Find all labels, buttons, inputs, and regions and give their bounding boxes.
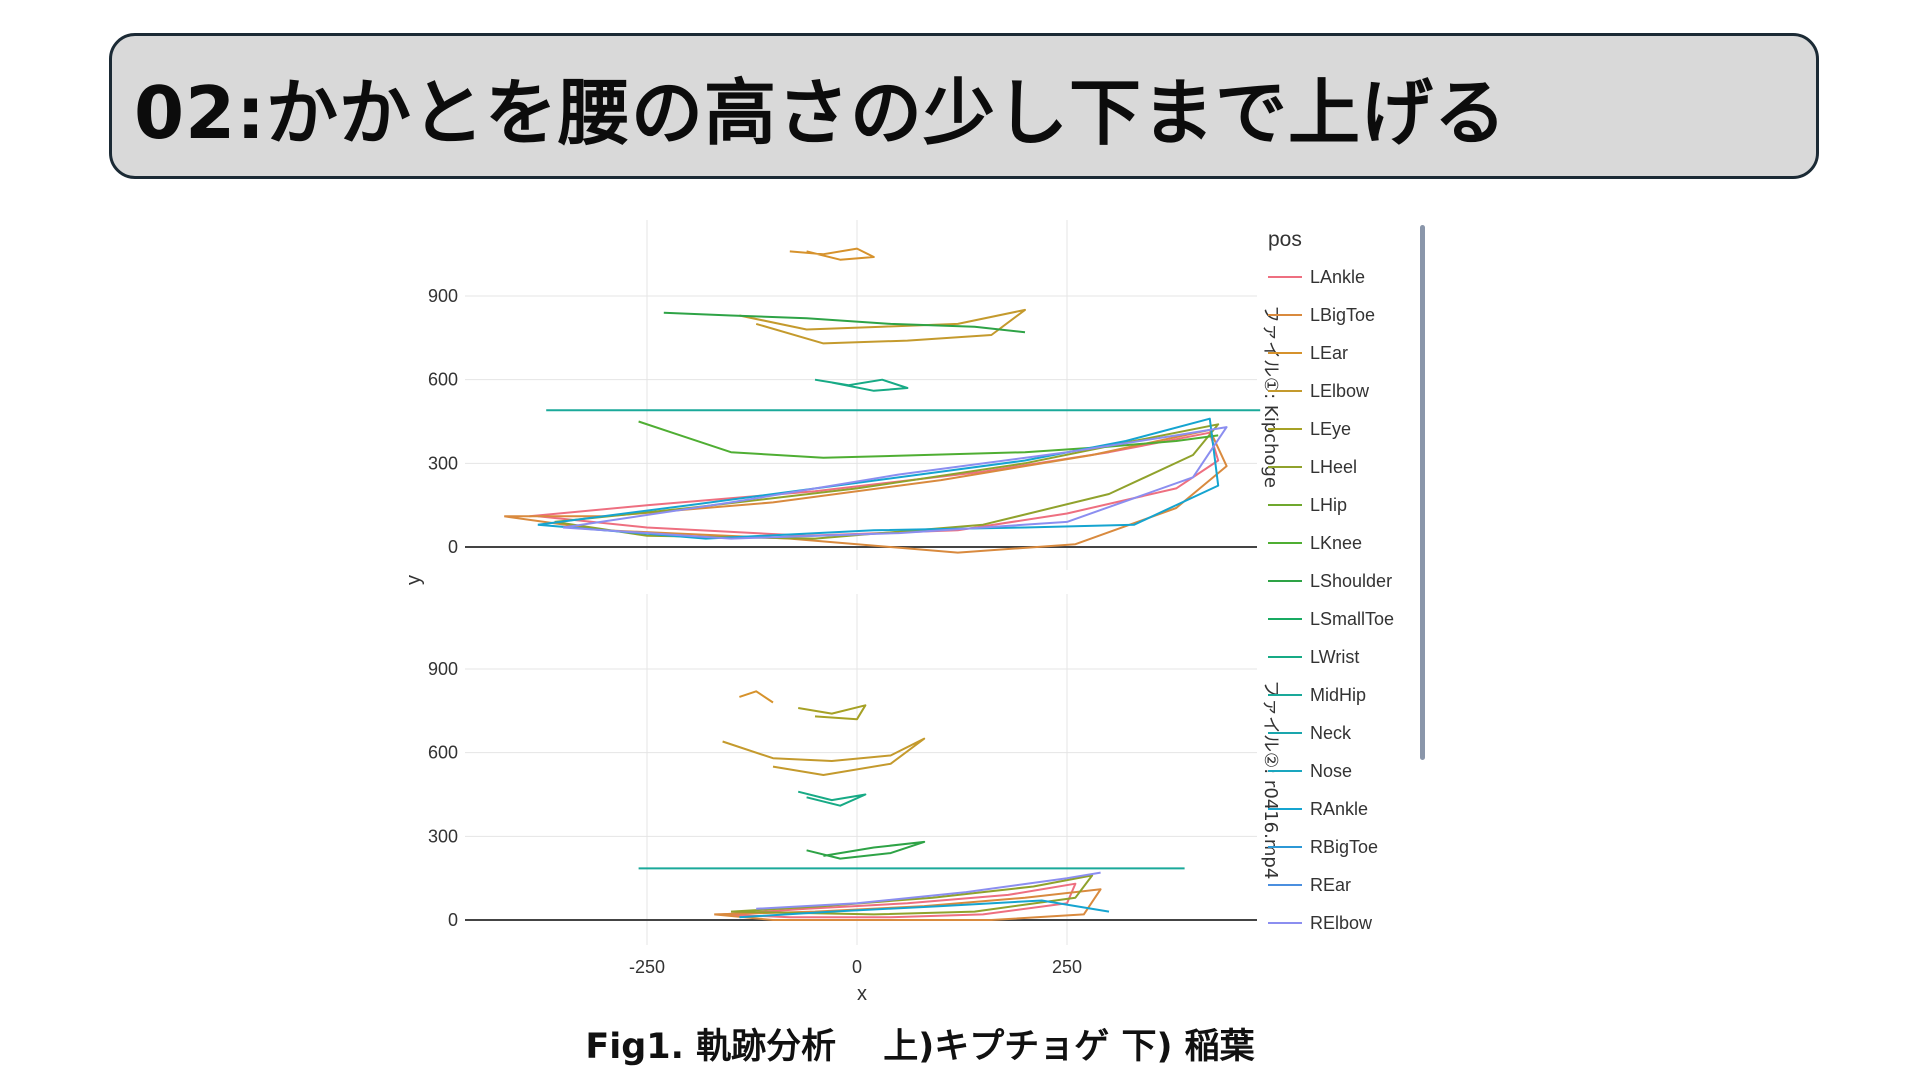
series-line-relbow <box>562 426 1228 540</box>
legend-label: LHeel <box>1310 456 1358 477</box>
legend-label: Neck <box>1310 722 1352 743</box>
legend-item[interactable]: RAnkle <box>1268 790 1428 828</box>
legend-item[interactable]: LHeel <box>1268 448 1428 486</box>
legend-label: RAnkle <box>1310 798 1369 819</box>
legend-item[interactable]: REar <box>1268 866 1428 904</box>
legend-swatch <box>1268 580 1302 582</box>
legend-swatch <box>1268 618 1302 620</box>
y-tick-label: 0 <box>448 537 458 557</box>
x-tick-label: 0 <box>852 957 862 977</box>
y-tick-label: 600 <box>428 370 458 390</box>
legend-item[interactable]: LHip <box>1268 486 1428 524</box>
y-tick-label: 900 <box>428 659 458 679</box>
legend-label: Nose <box>1310 760 1353 781</box>
legend-item[interactable]: LWrist <box>1268 638 1428 676</box>
legend-label: MidHip <box>1310 684 1367 705</box>
figure-caption: Fig1. 軌跡分析 上)キプチョゲ 下) 稲葉 <box>585 1027 1255 1067</box>
legend-item[interactable]: RBigToe <box>1268 828 1428 866</box>
legend-item[interactable]: Nose <box>1268 752 1428 790</box>
legend-item[interactable]: LElbow <box>1268 372 1428 410</box>
series-line-lshoulder <box>663 311 1026 334</box>
legend-swatch <box>1268 504 1302 506</box>
legend-title: pos <box>1268 228 1302 251</box>
legend-swatch <box>1268 466 1302 468</box>
facet-label: ファイル②: r0416.mp4 <box>1260 680 1281 879</box>
x-tick-label: -250 <box>629 957 665 977</box>
legend-label: LEye <box>1310 418 1352 439</box>
legend-item[interactable]: LEar <box>1268 334 1428 372</box>
y-tick-label: 300 <box>428 453 458 473</box>
y-axis-label: y <box>403 575 425 585</box>
legend-swatch <box>1268 846 1302 848</box>
x-tick-label: 250 <box>1052 957 1082 977</box>
series-line-leye <box>798 704 867 721</box>
legend-item[interactable]: LSmallToe <box>1268 600 1428 638</box>
legend-item[interactable]: LEye <box>1268 410 1428 448</box>
series-line-lelbow <box>739 308 1026 345</box>
series-line-rankle <box>739 899 1110 919</box>
legend-label: LHip <box>1310 494 1348 515</box>
series-line-lknee <box>638 420 1219 459</box>
page-title: 02:かかとを腰の高さの少し下まで上げる <box>134 70 1507 155</box>
legend-swatch <box>1268 352 1302 354</box>
legend-label: REar <box>1310 874 1352 895</box>
legend-item[interactable]: RElbow <box>1268 904 1428 942</box>
series-line-lheel <box>554 423 1220 540</box>
legend-swatch <box>1268 428 1302 430</box>
legend-swatch <box>1268 314 1302 316</box>
legend-label: LWrist <box>1310 646 1360 667</box>
legend-label: LShoulder <box>1310 570 1393 591</box>
legend-label: RElbow <box>1310 912 1373 933</box>
y-tick-label: 900 <box>428 286 458 306</box>
y-tick-label: 0 <box>448 910 458 930</box>
legend-label: LSmallToe <box>1310 608 1395 629</box>
legend-item[interactable]: MidHip <box>1268 676 1428 714</box>
legend-swatch <box>1268 770 1302 772</box>
series-line-lear <box>789 247 875 261</box>
legend-item[interactable]: LShoulder <box>1268 562 1428 600</box>
series-line-lankle <box>529 431 1220 537</box>
x-axis-label: x <box>857 983 867 1005</box>
series-line-lshoulder <box>806 840 926 860</box>
title-box: 02:かかとを腰の高さの少し下まで上げる <box>109 33 1819 179</box>
series-line-lwrist <box>797 790 867 807</box>
series-line-lwrist <box>814 378 909 392</box>
legend-swatch <box>1268 542 1302 544</box>
legend-label: LAnkle <box>1310 266 1366 287</box>
y-tick-label: 300 <box>428 826 458 846</box>
legend-label: RBigToe <box>1310 836 1379 857</box>
legend-swatch <box>1268 808 1302 810</box>
legend-label: LEar <box>1310 342 1349 363</box>
legend-item[interactable]: LAnkle <box>1268 258 1428 296</box>
legend-swatch <box>1268 390 1302 392</box>
legend-swatch <box>1268 922 1302 924</box>
legend[interactable]: pos LAnkle LBigToe LEar LElbow LEye LHeel LHip… <box>1268 222 1428 947</box>
y-tick-label: 600 <box>428 743 458 763</box>
legend-swatch <box>1268 884 1302 886</box>
legend-swatch <box>1268 276 1302 278</box>
series-line-lear <box>739 690 774 704</box>
facet-label: ファイル①: Kipchoge <box>1260 305 1281 488</box>
series-line-relbow <box>756 871 1101 910</box>
legend-swatch <box>1268 694 1302 696</box>
legend-swatch <box>1268 732 1302 734</box>
legend-swatch <box>1268 656 1302 658</box>
series-line-lelbow <box>722 737 926 776</box>
legend-item[interactable]: Neck <box>1268 714 1428 752</box>
legend-label: LKnee <box>1310 532 1363 553</box>
legend-scrollbar[interactable] <box>1420 225 1425 760</box>
legend-label: LBigToe <box>1310 304 1376 325</box>
legend-label: LElbow <box>1310 380 1370 401</box>
legend-item[interactable]: LKnee <box>1268 524 1428 562</box>
legend-item[interactable]: LBigToe <box>1268 296 1428 334</box>
